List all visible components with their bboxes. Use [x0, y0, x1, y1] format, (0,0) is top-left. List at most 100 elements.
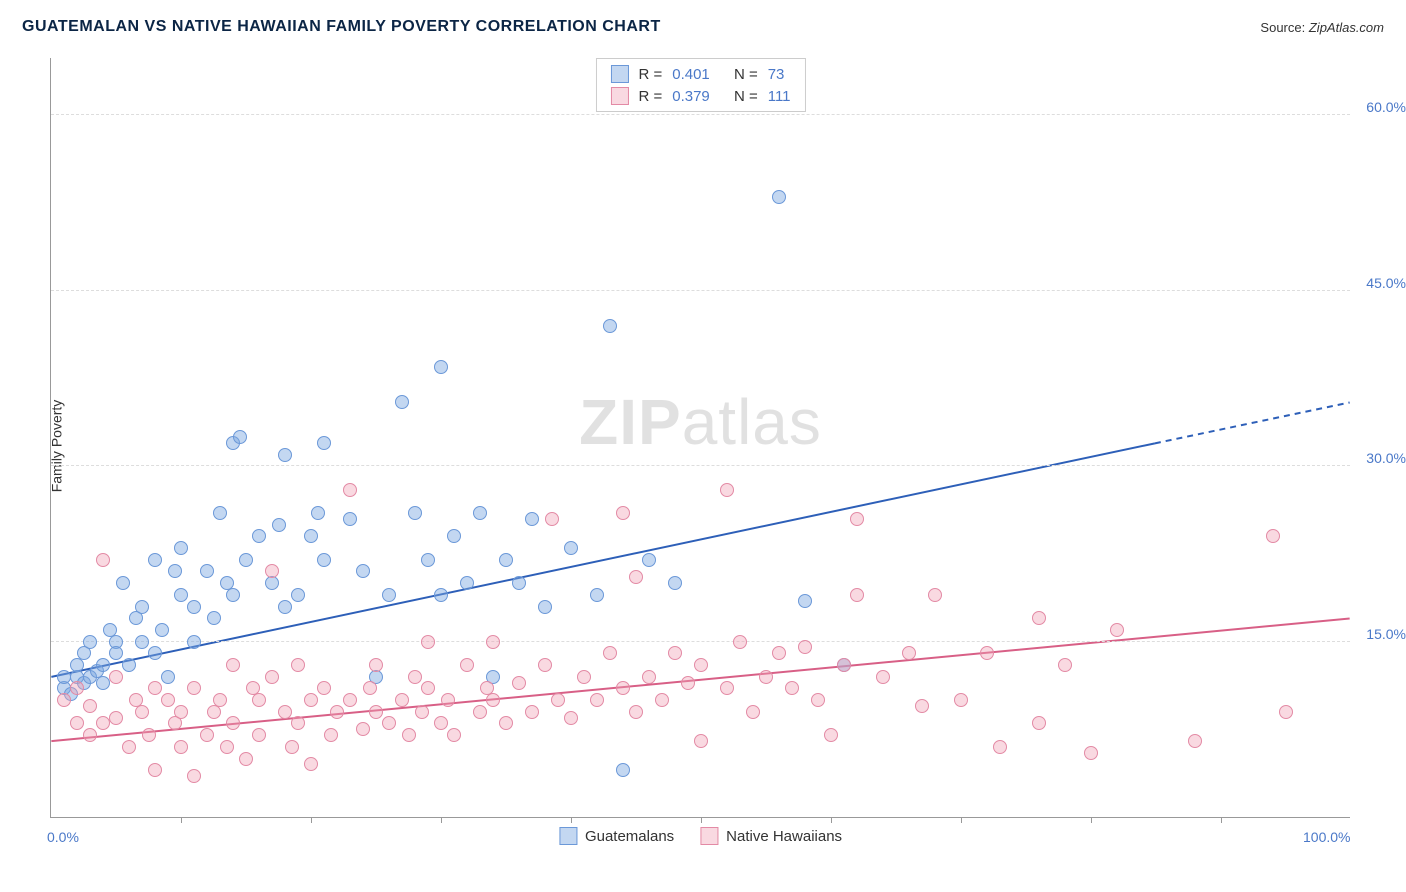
data-point: [200, 728, 214, 742]
data-point: [200, 564, 214, 578]
data-point: [421, 681, 435, 695]
data-point: [57, 693, 71, 707]
data-point: [486, 635, 500, 649]
data-point: [291, 658, 305, 672]
data-point: [233, 430, 247, 444]
data-point: [395, 395, 409, 409]
data-point: [369, 705, 383, 719]
watermark: ZIPatlas: [579, 385, 822, 459]
data-point: [148, 553, 162, 567]
data-point: [421, 635, 435, 649]
legend-swatch-hawaiians: [700, 827, 718, 845]
data-point: [1266, 529, 1280, 543]
data-point: [629, 570, 643, 584]
data-point: [512, 576, 526, 590]
data-point: [954, 693, 968, 707]
legend-label-hawaiians: Native Hawaiians: [726, 828, 842, 845]
x-tick: [1091, 817, 1092, 823]
data-point: [545, 512, 559, 526]
data-point: [343, 512, 357, 526]
data-point: [57, 670, 71, 684]
data-point: [291, 588, 305, 602]
data-point: [265, 670, 279, 684]
data-point: [850, 588, 864, 602]
data-point: [278, 600, 292, 614]
data-point: [187, 635, 201, 649]
scatter-plot: ZIPatlas R = 0.401 N = 73 R = 0.379 N = …: [50, 58, 1350, 818]
y-tick-label: 60.0%: [1366, 99, 1406, 115]
x-tick: [571, 817, 572, 823]
data-point: [772, 646, 786, 660]
data-point: [304, 529, 318, 543]
x-tick: [831, 817, 832, 823]
swatch-hawaiians: [610, 87, 628, 105]
data-point: [168, 564, 182, 578]
data-point: [850, 512, 864, 526]
data-point: [798, 640, 812, 654]
data-point: [408, 670, 422, 684]
data-point: [226, 588, 240, 602]
data-point: [460, 576, 474, 590]
data-point: [603, 319, 617, 333]
data-point: [356, 564, 370, 578]
data-point: [460, 658, 474, 672]
gridline-h: [51, 290, 1350, 291]
data-point: [304, 693, 318, 707]
data-point: [811, 693, 825, 707]
data-point: [142, 728, 156, 742]
source-label: Source:: [1260, 20, 1305, 35]
data-point: [317, 553, 331, 567]
data-point: [116, 576, 130, 590]
data-point: [174, 541, 188, 555]
data-point: [603, 646, 617, 660]
data-point: [798, 594, 812, 608]
data-point: [70, 716, 84, 730]
data-point: [239, 752, 253, 766]
r-label: R =: [638, 88, 662, 105]
data-point: [590, 693, 604, 707]
data-point: [343, 693, 357, 707]
data-point: [538, 658, 552, 672]
data-point: [369, 658, 383, 672]
data-point: [213, 506, 227, 520]
data-point: [252, 728, 266, 742]
data-point: [441, 693, 455, 707]
y-tick-label: 30.0%: [1366, 450, 1406, 466]
data-point: [1032, 716, 1046, 730]
data-point: [694, 734, 708, 748]
data-point: [252, 693, 266, 707]
data-point: [473, 506, 487, 520]
data-point: [187, 681, 201, 695]
stats-legend: R = 0.401 N = 73 R = 0.379 N = 111: [595, 58, 805, 112]
data-point: [109, 711, 123, 725]
data-point: [720, 483, 734, 497]
r-value-guatemalans: 0.401: [672, 66, 710, 83]
data-point: [564, 541, 578, 555]
data-point: [564, 711, 578, 725]
data-point: [109, 670, 123, 684]
data-point: [902, 646, 916, 660]
data-point: [668, 576, 682, 590]
data-point: [1058, 658, 1072, 672]
data-point: [655, 693, 669, 707]
data-point: [551, 693, 565, 707]
data-point: [83, 728, 97, 742]
data-point: [109, 646, 123, 660]
data-point: [629, 705, 643, 719]
data-point: [1188, 734, 1202, 748]
data-point: [285, 740, 299, 754]
source-attribution: Source: ZipAtlas.com: [1260, 20, 1384, 35]
data-point: [155, 623, 169, 637]
y-tick-label: 15.0%: [1366, 626, 1406, 642]
data-point: [642, 553, 656, 567]
data-point: [421, 553, 435, 567]
x-tick: [961, 817, 962, 823]
data-point: [252, 529, 266, 543]
data-point: [96, 716, 110, 730]
stats-row-hawaiians: R = 0.379 N = 111: [610, 87, 790, 105]
data-point: [272, 518, 286, 532]
x-tick-label: 0.0%: [47, 829, 79, 845]
watermark-zip: ZIP: [579, 386, 682, 458]
x-tick: [441, 817, 442, 823]
x-tick: [311, 817, 312, 823]
